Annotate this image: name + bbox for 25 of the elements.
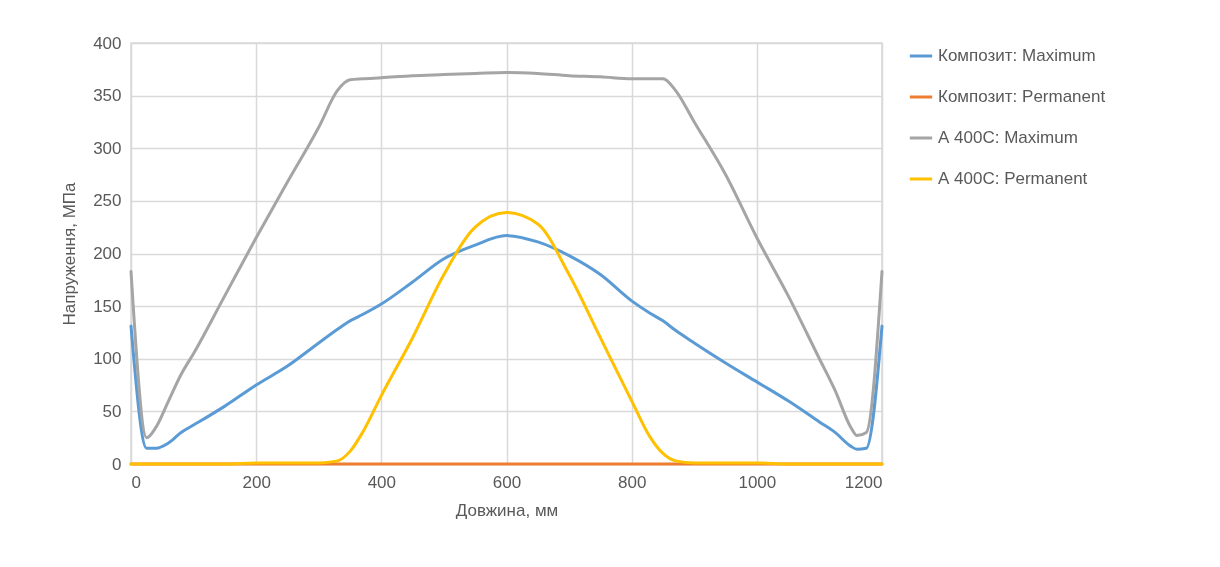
x-tick-label: 0	[131, 472, 141, 492]
x-axis-title: Довжина, мм	[455, 500, 559, 520]
x-tick-label: 200	[242, 472, 271, 492]
line-series	[129, 210, 884, 466]
y-tick-label: 400	[93, 33, 122, 53]
legend-label: Композит: Maximum	[938, 46, 1096, 65]
legend-label: Композит: Permanent	[938, 87, 1106, 106]
x-tick-label: 600	[492, 472, 522, 492]
y-tick-label: 100	[93, 349, 122, 369]
y-tick-label: 50	[102, 401, 122, 421]
line-series	[129, 234, 884, 451]
y-tick-label: 0	[112, 454, 122, 474]
y-tick-label: 300	[93, 138, 122, 158]
y-tick-label: 250	[93, 191, 122, 211]
x-tick-label: 1200	[844, 472, 883, 492]
y-tick-label: 350	[93, 86, 122, 106]
legend-label: А 400С: Permanent	[938, 169, 1088, 188]
y-axis-title: Напруження, МПа	[60, 181, 80, 326]
y-tick-label: 150	[93, 296, 122, 316]
x-tick-label: 800	[617, 472, 647, 492]
x-tick-label: 400	[367, 472, 397, 492]
y-tick-label: 200	[93, 244, 122, 263]
line-series	[129, 70, 884, 440]
x-tick-label: 1000	[738, 472, 777, 492]
legend-label: А 400С: Maximum	[938, 128, 1078, 147]
